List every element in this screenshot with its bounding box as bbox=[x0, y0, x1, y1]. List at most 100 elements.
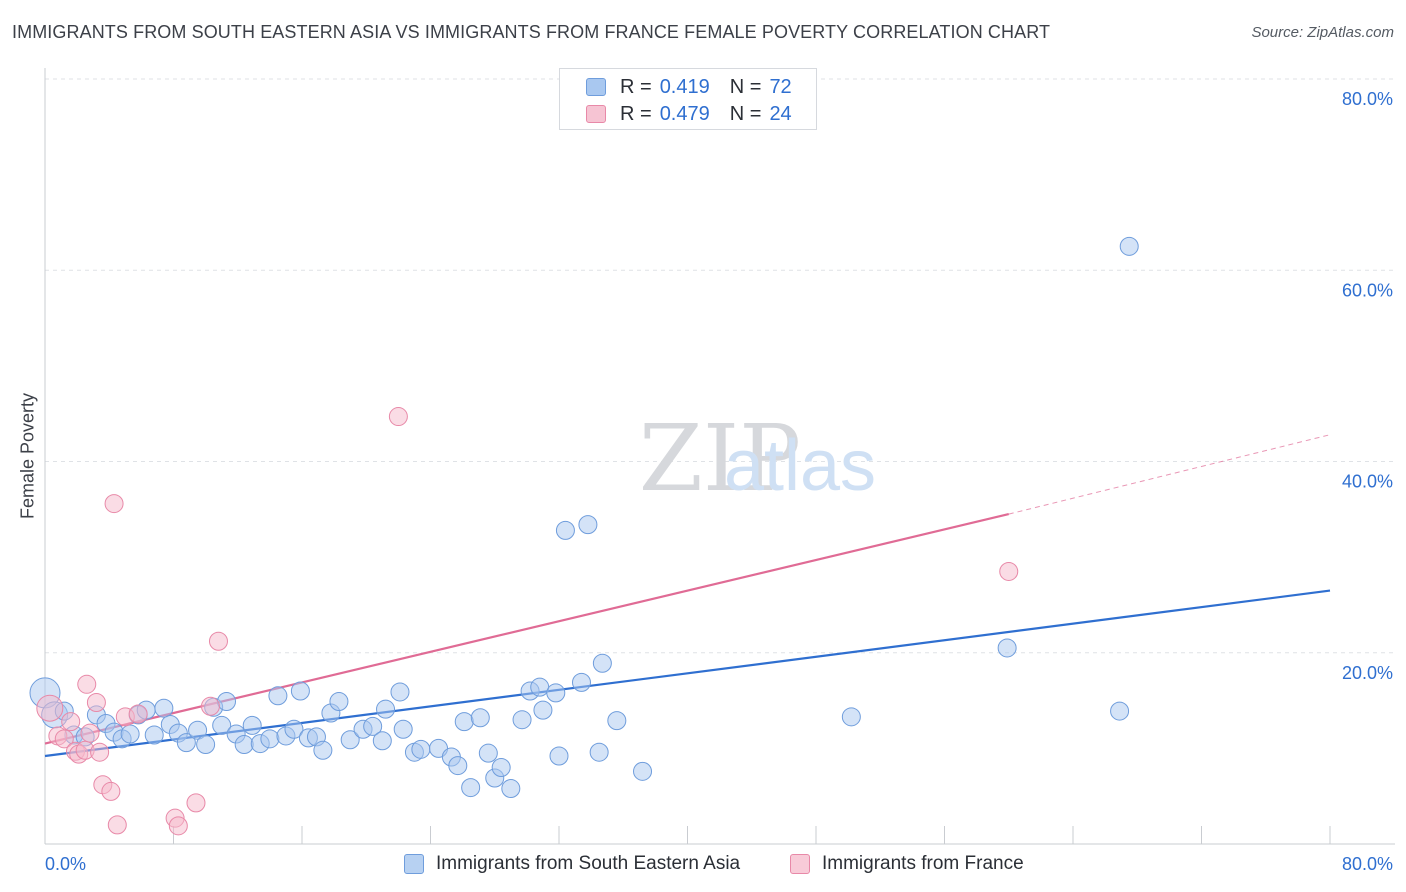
legend-r-value: 0.479 bbox=[659, 102, 710, 125]
point-south-eastern-asia bbox=[372, 731, 392, 751]
point-france bbox=[80, 723, 100, 743]
point-south-eastern-asia bbox=[1119, 236, 1139, 256]
point-south-eastern-asia bbox=[997, 638, 1017, 658]
legend-n-label: N = bbox=[729, 102, 762, 125]
point-south-eastern-asia bbox=[555, 520, 575, 540]
point-south-eastern-asia bbox=[592, 653, 612, 673]
legend-r-label: R = bbox=[620, 102, 652, 125]
data-points bbox=[29, 236, 1139, 836]
legend-r-label: R = bbox=[620, 75, 652, 98]
point-france bbox=[54, 729, 74, 749]
bottom-legend-sea: Immigrants from South Eastern Asia bbox=[404, 852, 740, 876]
source-label: Source: ZipAtlas.com bbox=[1251, 24, 1394, 41]
legend-n-value: 72 bbox=[769, 75, 792, 98]
point-south-eastern-asia bbox=[491, 758, 511, 777]
point-france bbox=[999, 561, 1019, 581]
watermark-atlas: atlas bbox=[724, 426, 876, 506]
point-france bbox=[168, 816, 188, 836]
point-south-eastern-asia bbox=[242, 715, 262, 735]
point-france bbox=[101, 781, 121, 801]
x-tick-labels: 0.0% 80.0% bbox=[45, 854, 1393, 874]
point-france bbox=[186, 793, 206, 813]
point-south-eastern-asia bbox=[363, 716, 383, 736]
point-south-eastern-asia bbox=[390, 682, 410, 702]
point-south-eastern-asia bbox=[470, 708, 490, 728]
point-south-eastern-asia bbox=[549, 746, 569, 766]
point-france bbox=[61, 712, 81, 732]
point-south-eastern-asia bbox=[1110, 701, 1130, 721]
point-south-eastern-asia bbox=[512, 710, 532, 730]
point-france bbox=[77, 674, 97, 694]
point-south-eastern-asia bbox=[188, 720, 208, 740]
bottom-legend-swatch-pink bbox=[790, 854, 810, 874]
point-south-eastern-asia bbox=[501, 779, 521, 799]
point-france bbox=[90, 742, 110, 762]
chart-title: IMMIGRANTS FROM SOUTH EASTERN ASIA VS IM… bbox=[12, 22, 1051, 42]
legend-n-label: N = bbox=[729, 75, 762, 98]
trend-line-france bbox=[44, 513, 1010, 745]
point-south-eastern-asia bbox=[340, 730, 360, 750]
y-tick-label: 60.0% bbox=[1342, 280, 1393, 300]
legend-swatch-pink bbox=[586, 105, 606, 123]
y-tick-label: 40.0% bbox=[1342, 472, 1393, 492]
point-south-eastern-asia bbox=[176, 733, 196, 753]
watermark-zip: ZIP bbox=[639, 405, 801, 512]
point-south-eastern-asia bbox=[411, 739, 431, 759]
point-france bbox=[388, 407, 408, 427]
bottom-legend-label: Immigrants from South Eastern Asia bbox=[436, 853, 741, 874]
point-south-eastern-asia bbox=[571, 672, 591, 692]
point-south-eastern-asia bbox=[284, 719, 304, 739]
point-france bbox=[107, 815, 127, 835]
point-south-eastern-asia bbox=[578, 515, 598, 535]
point-south-eastern-asia bbox=[217, 692, 237, 712]
point-south-eastern-asia bbox=[607, 711, 627, 731]
x-tick-label: 0.0% bbox=[45, 854, 86, 874]
point-south-eastern-asia bbox=[376, 699, 396, 719]
gridlines bbox=[45, 78, 1395, 654]
point-south-eastern-asia bbox=[533, 700, 553, 720]
point-france bbox=[128, 704, 148, 724]
point-south-eastern-asia bbox=[212, 715, 232, 735]
legend-swatch-blue bbox=[586, 78, 606, 96]
point-france bbox=[86, 692, 106, 712]
legend-row-france: R = 0.479 N = 24 bbox=[586, 101, 792, 127]
point-south-eastern-asia bbox=[120, 724, 140, 744]
point-south-eastern-asia bbox=[196, 735, 216, 755]
point-south-eastern-asia bbox=[461, 778, 481, 798]
point-france bbox=[200, 696, 220, 716]
legend-row-sea: R = 0.419 N = 72 bbox=[586, 74, 792, 100]
point-south-eastern-asia bbox=[454, 712, 474, 732]
point-france bbox=[36, 694, 64, 722]
point-south-eastern-asia bbox=[633, 761, 653, 781]
y-tick-labels: 20.0% 40.0% 60.0% 80.0% bbox=[1342, 89, 1393, 683]
point-france bbox=[208, 631, 228, 651]
point-south-eastern-asia bbox=[290, 681, 310, 701]
point-south-eastern-asia bbox=[478, 743, 498, 763]
bottom-legend-label: Immigrants from France bbox=[822, 853, 1024, 874]
trend-line-france-extension bbox=[1008, 434, 1331, 515]
point-south-eastern-asia bbox=[329, 692, 349, 712]
point-south-eastern-asia bbox=[234, 735, 254, 755]
point-south-eastern-asia bbox=[144, 725, 164, 745]
correlation-legend: R = 0.419 N = 72 R = 0.479 N = 24 bbox=[559, 68, 817, 130]
x-tick-label: 80.0% bbox=[1342, 854, 1393, 874]
bottom-legend-france: Immigrants from France bbox=[790, 852, 1024, 876]
point-south-eastern-asia bbox=[260, 729, 280, 749]
point-south-eastern-asia bbox=[268, 686, 288, 706]
legend-r-value: 0.419 bbox=[659, 75, 710, 98]
point-south-eastern-asia bbox=[154, 698, 174, 718]
y-axis-label: Female Poverty bbox=[17, 392, 38, 520]
point-south-eastern-asia bbox=[313, 740, 333, 760]
point-france bbox=[104, 494, 124, 514]
point-south-eastern-asia bbox=[546, 683, 566, 703]
legend-n-value: 24 bbox=[769, 102, 792, 125]
y-tick-label: 80.0% bbox=[1342, 89, 1393, 109]
point-south-eastern-asia bbox=[589, 742, 609, 762]
point-south-eastern-asia bbox=[393, 719, 413, 739]
point-south-eastern-asia bbox=[448, 756, 468, 776]
bottom-legend-swatch-blue bbox=[404, 854, 424, 874]
point-south-eastern-asia bbox=[530, 677, 550, 697]
y-tick-label: 20.0% bbox=[1342, 663, 1393, 683]
point-south-eastern-asia bbox=[841, 707, 861, 727]
